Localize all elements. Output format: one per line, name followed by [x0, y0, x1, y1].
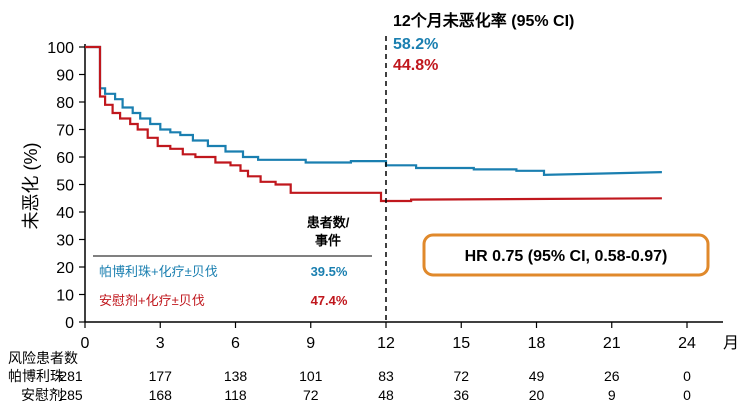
legend-header-line2: 事件: [315, 233, 341, 248]
pembrolizumab-curve: [85, 45, 662, 177]
twelve-month-rate-placebo: 44.8%: [393, 57, 438, 74]
tick-labels: 0 10 20 30 40 50 60 70 80 90 100 0 3 6 9 12 15 18 21 24 月: [47, 40, 739, 352]
x-tick-label: 3: [156, 335, 165, 352]
risk-value-pembrolizumab: 0: [683, 368, 691, 384]
risk-value-pembrolizumab: 83: [378, 368, 394, 384]
x-tick-label: 15: [452, 335, 470, 352]
risk-value-pembrolizumab: 281: [59, 368, 83, 384]
risk-value-pembrolizumab: 72: [453, 368, 469, 384]
hr-box: [422, 233, 710, 277]
y-tick-label: 30: [56, 233, 74, 250]
risk-value-placebo: 72: [303, 387, 319, 403]
risk-value-pembrolizumab: 177: [149, 368, 173, 384]
risk-value-placebo: 168: [149, 387, 173, 403]
risk-value-placebo: 285: [59, 387, 83, 403]
risk-value-pembrolizumab: 26: [604, 368, 620, 384]
x-tick-label: 6: [231, 335, 240, 352]
y-tick-label: 60: [56, 150, 74, 167]
risk-value-placebo: 20: [529, 387, 545, 403]
twelve-month-rate-pembrolizumab: 58.2%: [393, 36, 438, 53]
y-tick-label: 80: [56, 95, 74, 112]
x-tick-label: 12: [377, 335, 395, 352]
x-tick-label: 0: [81, 335, 90, 352]
y-tick-label: 40: [56, 205, 74, 222]
twelve-month-rate-title: 12个月未恶化率 (95% CI): [393, 11, 574, 30]
risk-table: 风险患者数 帕博利珠 安慰剂 281 177 138 101 83 72 49 26 0 285 1…: [8, 350, 691, 403]
legend-label-placebo: 安慰剂+化疗±贝伐: [99, 293, 205, 308]
y-tick-label: 0: [65, 315, 74, 332]
legend-pct-pembrolizumab: 39.5%: [311, 264, 348, 279]
risk-value-placebo: 48: [378, 387, 394, 403]
legend-label-pembrolizumab: 帕博利珠+化疗±贝伐: [99, 264, 218, 279]
y-tick-label: 50: [56, 178, 74, 195]
legend-header-line1: 患者数/: [307, 215, 350, 230]
survival-curves: [85, 45, 662, 203]
risk-value-placebo: 0: [683, 387, 691, 403]
risk-value-placebo: 118: [224, 387, 247, 403]
placebo-curve: [85, 45, 662, 203]
risk-value-pembrolizumab: 101: [299, 368, 323, 384]
risk-value-placebo: 9: [608, 387, 616, 403]
hazard-ratio-text: HR 0.75 (95% CI, 0.58-0.97): [465, 248, 668, 265]
x-tick-label: 21: [603, 335, 621, 352]
risk-value-pembrolizumab: 138: [224, 368, 248, 384]
x-tick-label: 18: [528, 335, 546, 352]
y-tick-label: 70: [56, 123, 74, 140]
y-tick-label: 10: [56, 288, 74, 305]
risk-value-pembrolizumab: 49: [529, 368, 545, 384]
x-axis-unit-label: 月: [723, 335, 739, 352]
y-axis-label: 未恶化 (%): [21, 143, 41, 230]
risk-table-title: 风险患者数: [8, 350, 78, 366]
risk-value-placebo: 36: [453, 387, 469, 403]
x-tick-label: 9: [306, 335, 315, 352]
legend-pct-placebo: 47.4%: [311, 293, 348, 308]
x-tick-label: 24: [678, 335, 696, 352]
risk-row-label-placebo: 安慰剂: [21, 387, 63, 403]
y-tick-label: 90: [56, 68, 74, 85]
risk-row-label-pembrolizumab: 帕博利珠: [8, 368, 64, 384]
y-tick-label: 20: [56, 260, 74, 277]
y-tick-label: 100: [47, 40, 74, 57]
axes: [79, 44, 723, 328]
